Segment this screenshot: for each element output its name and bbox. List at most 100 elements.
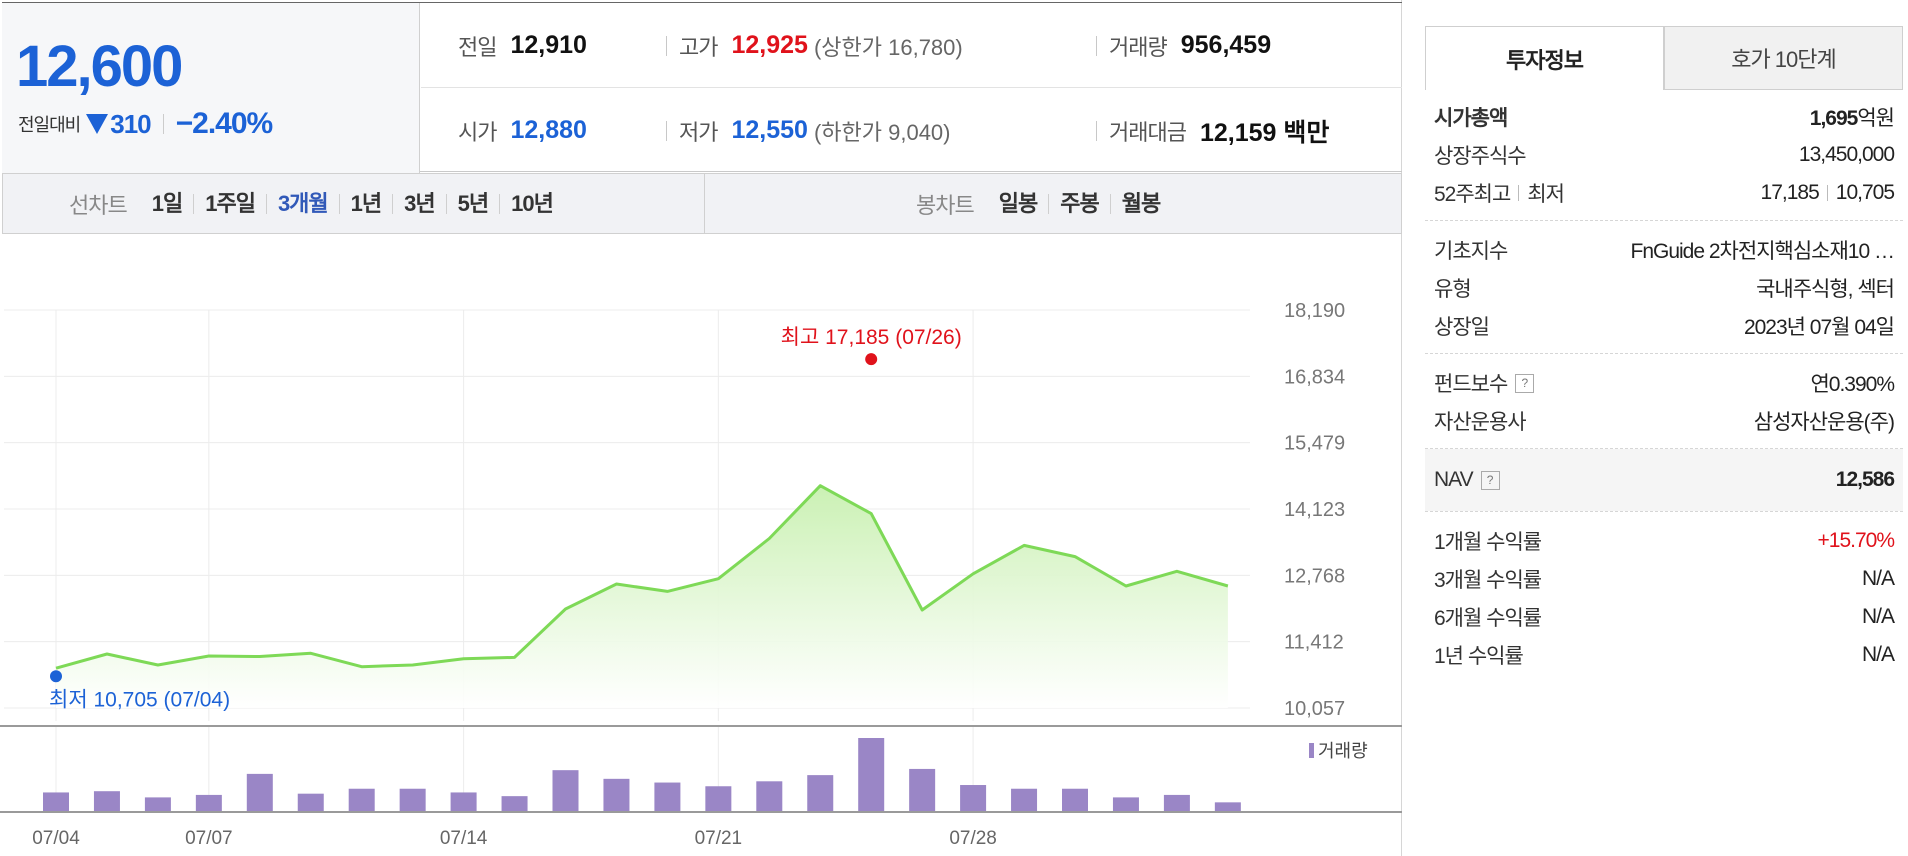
volume-bar <box>195 794 222 811</box>
volume-bar <box>93 791 120 811</box>
help-icon[interactable]: ? <box>1480 470 1500 490</box>
info-value: N/A <box>1861 643 1895 666</box>
low-marker <box>50 670 62 683</box>
price-line <box>55 484 1229 670</box>
period-1d[interactable]: 1일 <box>151 190 183 216</box>
volume-bar <box>654 782 681 811</box>
info-value: 1,695억원 <box>1810 102 1895 132</box>
stat-key: 전일 <box>458 34 497 60</box>
volume-bar <box>1062 788 1088 811</box>
volume-bar <box>348 788 375 811</box>
period-1y[interactable]: 1년 <box>338 192 392 214</box>
stat-low: 저가 12,550 (하한가 9,040) <box>666 88 951 173</box>
candle-daily[interactable]: 일봉 <box>998 190 1038 216</box>
stat-key: 고가 <box>679 34 718 60</box>
price-chart-svg: 18,190 16,834 15,479 14,123 12,768 11,412 10,0… <box>0 300 1402 849</box>
line-chart-label: 선차트 <box>69 192 128 218</box>
info-tabs: 투자정보 호가 10단계 <box>1425 26 1903 90</box>
y-tick-label: 14,123 <box>1284 499 1345 521</box>
investment-info-panel: 투자정보 호가 10단계 시가총액 1,695억원 상장주식수 13,450,0… <box>1403 0 1908 856</box>
quote-chart-panel: 12,600 전일대비 310 −2.40% 전일 12,910 고가 <box>0 0 1402 856</box>
volume-bar <box>450 792 477 811</box>
candle-weekly[interactable]: 주봉 <box>1048 192 1109 214</box>
info-key: 52주최고 최저 <box>1434 178 1565 208</box>
dashed-divider <box>1425 448 1903 449</box>
quote-header: 12,600 전일대비 310 −2.40% 전일 12,910 고가 <box>2 2 1402 173</box>
volume-bar <box>144 797 171 811</box>
dashed-divider <box>1425 353 1903 354</box>
info-key: 1년 수익률 <box>1434 645 1524 668</box>
high-marker <box>865 353 878 366</box>
y-tick-label: 10,057 <box>1284 698 1345 720</box>
price-chart: 18,190 16,834 15,479 14,123 12,768 11,412 10,0… <box>0 236 1402 856</box>
volume-bar <box>705 786 732 811</box>
info-row-type: 유형 국내주식형, 섹터 <box>1425 269 1903 307</box>
volume-bar <box>960 785 987 811</box>
stat-value: 12,880 <box>510 116 587 144</box>
y-tick-label: 16,834 <box>1284 366 1345 388</box>
price-box: 12,600 전일대비 310 −2.40% <box>2 3 420 173</box>
period-3m[interactable]: 3개월 <box>265 192 339 214</box>
divider <box>1826 185 1828 202</box>
info-row-base-index: 기초지수 FnGuide 2차전지핵심소재10 … <box>1425 231 1903 269</box>
fee-key: 펀드보수 <box>1434 373 1508 396</box>
tab-investment-info[interactable]: 투자정보 <box>1425 26 1664 90</box>
volume-legend-swatch <box>1309 743 1314 758</box>
info-value: 국내주식형, 섹터 <box>1756 278 1895 301</box>
y-tick-label: 15,479 <box>1284 433 1345 455</box>
volume-bar <box>807 775 834 811</box>
divider <box>1518 185 1520 201</box>
stat-trade-value: 거래대금 12,159 백만 <box>1096 88 1329 173</box>
info-value: 17,185 10,705 <box>1761 181 1895 205</box>
x-tick-label: 07/14 <box>440 828 488 849</box>
stats-row: 전일 12,910 고가 12,925 (상한가 16,780) 거래량 956… <box>421 3 1402 88</box>
change-amount: 310 <box>110 108 151 139</box>
down-triangle-icon <box>86 114 109 134</box>
volume-bar <box>1112 797 1139 811</box>
info-key: 상장주식수 <box>1434 145 1527 168</box>
period-1w[interactable]: 1주일 <box>193 192 266 214</box>
volume-legend-label: 거래량 <box>1318 741 1368 761</box>
upper-limit: (상한가 16,780) <box>813 34 963 60</box>
nav-key: NAV <box>1434 468 1474 491</box>
volume-bar <box>43 792 69 811</box>
period-10y[interactable]: 10년 <box>499 192 564 214</box>
dashed-divider <box>1425 511 1903 512</box>
change-label: 전일대비 <box>18 115 81 135</box>
stats-row: 시가 12,880 저가 12,550 (하한가 9,040) 거래대금 12,… <box>421 88 1402 173</box>
w52-high-key: 52주최고 <box>1434 183 1511 206</box>
info-key: 3개월 수익률 <box>1434 569 1542 592</box>
info-row-return-3m: 3개월 수익률 N/A <box>1425 560 1903 598</box>
stat-prev-close: 전일 12,910 <box>458 3 587 88</box>
stat-value: 12,925 <box>731 31 808 59</box>
volume-bar <box>501 796 528 811</box>
change-percent: −2.40% <box>175 107 274 140</box>
volume-bar <box>399 788 426 811</box>
period-3y[interactable]: 3년 <box>392 192 445 214</box>
tab-order-book[interactable]: 호가 10단계 <box>1664 26 1903 90</box>
volume-bar <box>756 781 783 811</box>
market-cap-unit: 억원 <box>1857 107 1895 130</box>
stat-open: 시가 12,880 <box>458 88 587 173</box>
info-key: 자산운용사 <box>1434 411 1527 434</box>
info-value: N/A <box>1861 567 1895 590</box>
info-value: 12,586 <box>1836 468 1895 492</box>
stat-value: 12,550 <box>731 116 808 144</box>
change-row: 전일대비 310 −2.40% <box>18 107 274 141</box>
candle-chart-label: 봉차트 <box>916 192 975 218</box>
x-tick-label: 07/04 <box>32 828 80 849</box>
volume-bar <box>1011 788 1038 811</box>
help-icon[interactable]: ? <box>1515 373 1535 393</box>
volume-bar <box>603 778 630 811</box>
info-key: 6개월 수익률 <box>1434 607 1542 630</box>
info-value: 13,450,000 <box>1798 143 1895 166</box>
quote-stats: 전일 12,910 고가 12,925 (상한가 16,780) 거래량 956… <box>421 3 1402 173</box>
stat-value: 956,459 <box>1180 31 1272 59</box>
info-list: 시가총액 1,695억원 상장주식수 13,450,000 52주최고 최저 17… <box>1425 90 1903 674</box>
info-value: FnGuide 2차전지핵심소재10 … <box>1630 240 1895 263</box>
info-row-shares: 상장주식수 13,450,000 <box>1425 136 1903 174</box>
period-5y[interactable]: 5년 <box>445 192 499 214</box>
info-key: NAV? <box>1434 468 1500 492</box>
info-row-market-cap: 시가총액 1,695억원 <box>1425 98 1903 136</box>
candle-monthly[interactable]: 월봉 <box>1109 192 1171 214</box>
